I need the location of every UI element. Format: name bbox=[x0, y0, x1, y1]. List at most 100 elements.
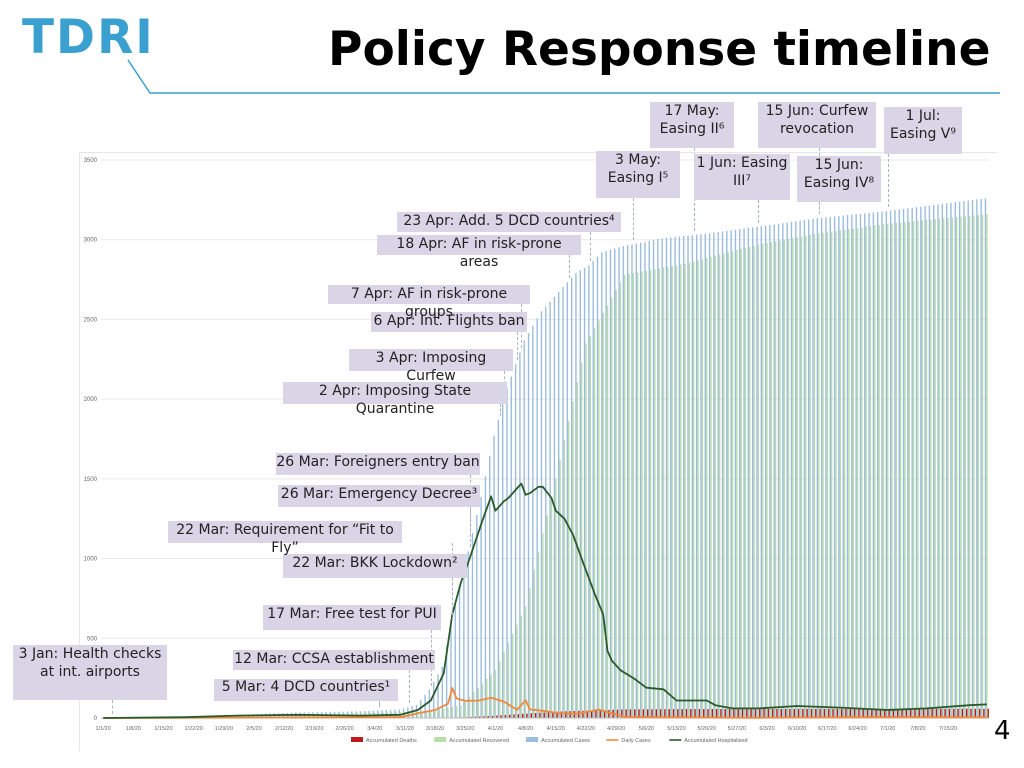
bar-accumulated-deaths bbox=[500, 715, 502, 718]
bar-accumulated-recovered bbox=[473, 692, 475, 718]
bar-accumulated-cases bbox=[389, 709, 392, 718]
bar-accumulated-deaths bbox=[569, 711, 571, 718]
bar-accumulated-recovered bbox=[805, 235, 807, 718]
x-tick-label: 1/15/20 bbox=[154, 726, 172, 732]
bar-accumulated-deaths bbox=[965, 708, 968, 718]
bar-accumulated-deaths bbox=[517, 714, 520, 718]
bar-accumulated-cases bbox=[691, 235, 694, 718]
guide-line bbox=[818, 202, 820, 215]
annotation-mar22b: 22 Mar: Requirement for “Fit to Fly” bbox=[168, 521, 402, 556]
bar-accumulated-cases bbox=[501, 404, 504, 718]
bar-accumulated-deaths bbox=[724, 708, 726, 718]
annotation-jul1: 1 Jul: Easing V⁹ bbox=[884, 107, 962, 154]
bar-accumulated-recovered bbox=[830, 231, 833, 718]
bar-accumulated-cases bbox=[445, 645, 448, 718]
annotation-jun15a: 15 Jun: Curfew revocation bbox=[758, 102, 876, 148]
bar-accumulated-cases bbox=[652, 240, 655, 718]
bar-accumulated-deaths bbox=[634, 709, 636, 718]
bar-accumulated-recovered bbox=[606, 305, 609, 718]
bar-accumulated-deaths bbox=[694, 709, 696, 718]
bar-accumulated-deaths bbox=[474, 716, 476, 718]
bar-accumulated-recovered bbox=[736, 250, 738, 718]
bar-accumulated-cases bbox=[829, 216, 831, 718]
bar-accumulated-deaths bbox=[733, 708, 735, 718]
bar-accumulated-cases bbox=[648, 240, 650, 718]
bar-accumulated-recovered bbox=[313, 714, 316, 718]
bar-accumulated-recovered bbox=[417, 711, 419, 718]
bar-accumulated-recovered bbox=[451, 706, 454, 718]
bar-accumulated-deaths bbox=[922, 708, 925, 718]
bar-accumulated-cases bbox=[639, 242, 642, 718]
bar-accumulated-recovered bbox=[507, 642, 510, 718]
bar-accumulated-recovered bbox=[701, 259, 704, 718]
bar-accumulated-recovered bbox=[421, 711, 423, 718]
bar-accumulated-deaths bbox=[539, 712, 541, 718]
bar-accumulated-cases bbox=[536, 318, 538, 718]
bar-accumulated-deaths bbox=[642, 709, 645, 718]
bar-accumulated-recovered bbox=[253, 715, 255, 718]
bar-accumulated-recovered bbox=[843, 229, 846, 718]
bar-accumulated-deaths bbox=[793, 708, 795, 718]
bar-accumulated-deaths bbox=[655, 709, 657, 718]
bar-accumulated-cases bbox=[609, 249, 612, 718]
bar-accumulated-deaths bbox=[944, 708, 946, 718]
bar-accumulated-cases bbox=[562, 287, 564, 718]
bar-accumulated-cases bbox=[803, 220, 806, 718]
bar-accumulated-cases bbox=[683, 236, 685, 718]
bar-accumulated-recovered bbox=[693, 261, 695, 718]
bar-accumulated-recovered bbox=[856, 227, 859, 718]
bar-accumulated-recovered bbox=[968, 215, 971, 718]
bar-accumulated-cases bbox=[661, 238, 663, 718]
bar-accumulated-deaths bbox=[552, 711, 554, 718]
bar-accumulated-deaths bbox=[703, 709, 705, 718]
x-tick-label: 1/29/20 bbox=[215, 726, 233, 732]
line-daily-cases bbox=[103, 687, 987, 719]
bar-accumulated-recovered bbox=[296, 714, 298, 718]
bar-accumulated-cases bbox=[579, 270, 581, 718]
bar-accumulated-deaths bbox=[953, 708, 955, 718]
x-tick-label: 1/8/20 bbox=[126, 726, 141, 732]
bar-accumulated-cases bbox=[631, 244, 633, 718]
bar-accumulated-cases bbox=[838, 215, 840, 719]
legend-label: Accumulated Cases bbox=[541, 738, 590, 744]
guide-line bbox=[568, 255, 570, 279]
bar-accumulated-recovered bbox=[882, 224, 885, 718]
bar-accumulated-deaths bbox=[690, 709, 692, 718]
bar-accumulated-recovered bbox=[283, 714, 285, 718]
bar-accumulated-cases bbox=[751, 227, 754, 718]
bar-accumulated-deaths bbox=[836, 708, 839, 718]
bar-accumulated-recovered bbox=[865, 226, 867, 718]
bar-accumulated-deaths bbox=[754, 708, 757, 718]
bar-accumulated-cases bbox=[812, 218, 814, 718]
bar-accumulated-recovered bbox=[563, 440, 566, 718]
bar-accumulated-cases bbox=[644, 241, 646, 718]
bar-accumulated-recovered bbox=[460, 705, 462, 718]
bar-accumulated-recovered bbox=[727, 252, 729, 718]
bar-accumulated-recovered bbox=[503, 651, 505, 718]
bar-accumulated-cases bbox=[726, 230, 728, 718]
bar-accumulated-cases bbox=[665, 237, 668, 718]
tdri-logo: TDRI bbox=[22, 10, 155, 65]
bar-accumulated-deaths bbox=[685, 709, 688, 718]
bar-accumulated-recovered bbox=[912, 221, 915, 718]
bar-accumulated-recovered bbox=[287, 714, 290, 718]
x-tick-label: 7/15/20 bbox=[939, 726, 957, 732]
bar-accumulated-cases bbox=[967, 200, 969, 718]
bar-accumulated-recovered bbox=[960, 216, 962, 718]
bar-accumulated-recovered bbox=[964, 216, 966, 718]
bar-accumulated-cases bbox=[359, 711, 362, 718]
bar-accumulated-deaths bbox=[940, 708, 942, 718]
bar-accumulated-deaths bbox=[707, 709, 709, 718]
bar-accumulated-recovered bbox=[447, 707, 449, 718]
bar-accumulated-deaths bbox=[776, 708, 778, 718]
bar-accumulated-deaths bbox=[862, 708, 864, 718]
bar-accumulated-cases bbox=[368, 710, 370, 718]
bar-accumulated-cases bbox=[471, 533, 474, 718]
legend-label: Accumulated Recovered bbox=[449, 738, 509, 744]
bar-accumulated-deaths bbox=[530, 713, 532, 718]
bar-accumulated-cases bbox=[859, 213, 862, 719]
bar-accumulated-recovered bbox=[930, 219, 932, 718]
x-tick-label: 3/18/20 bbox=[426, 726, 444, 732]
bar-accumulated-cases bbox=[976, 199, 978, 718]
bar-accumulated-deaths bbox=[651, 709, 653, 718]
